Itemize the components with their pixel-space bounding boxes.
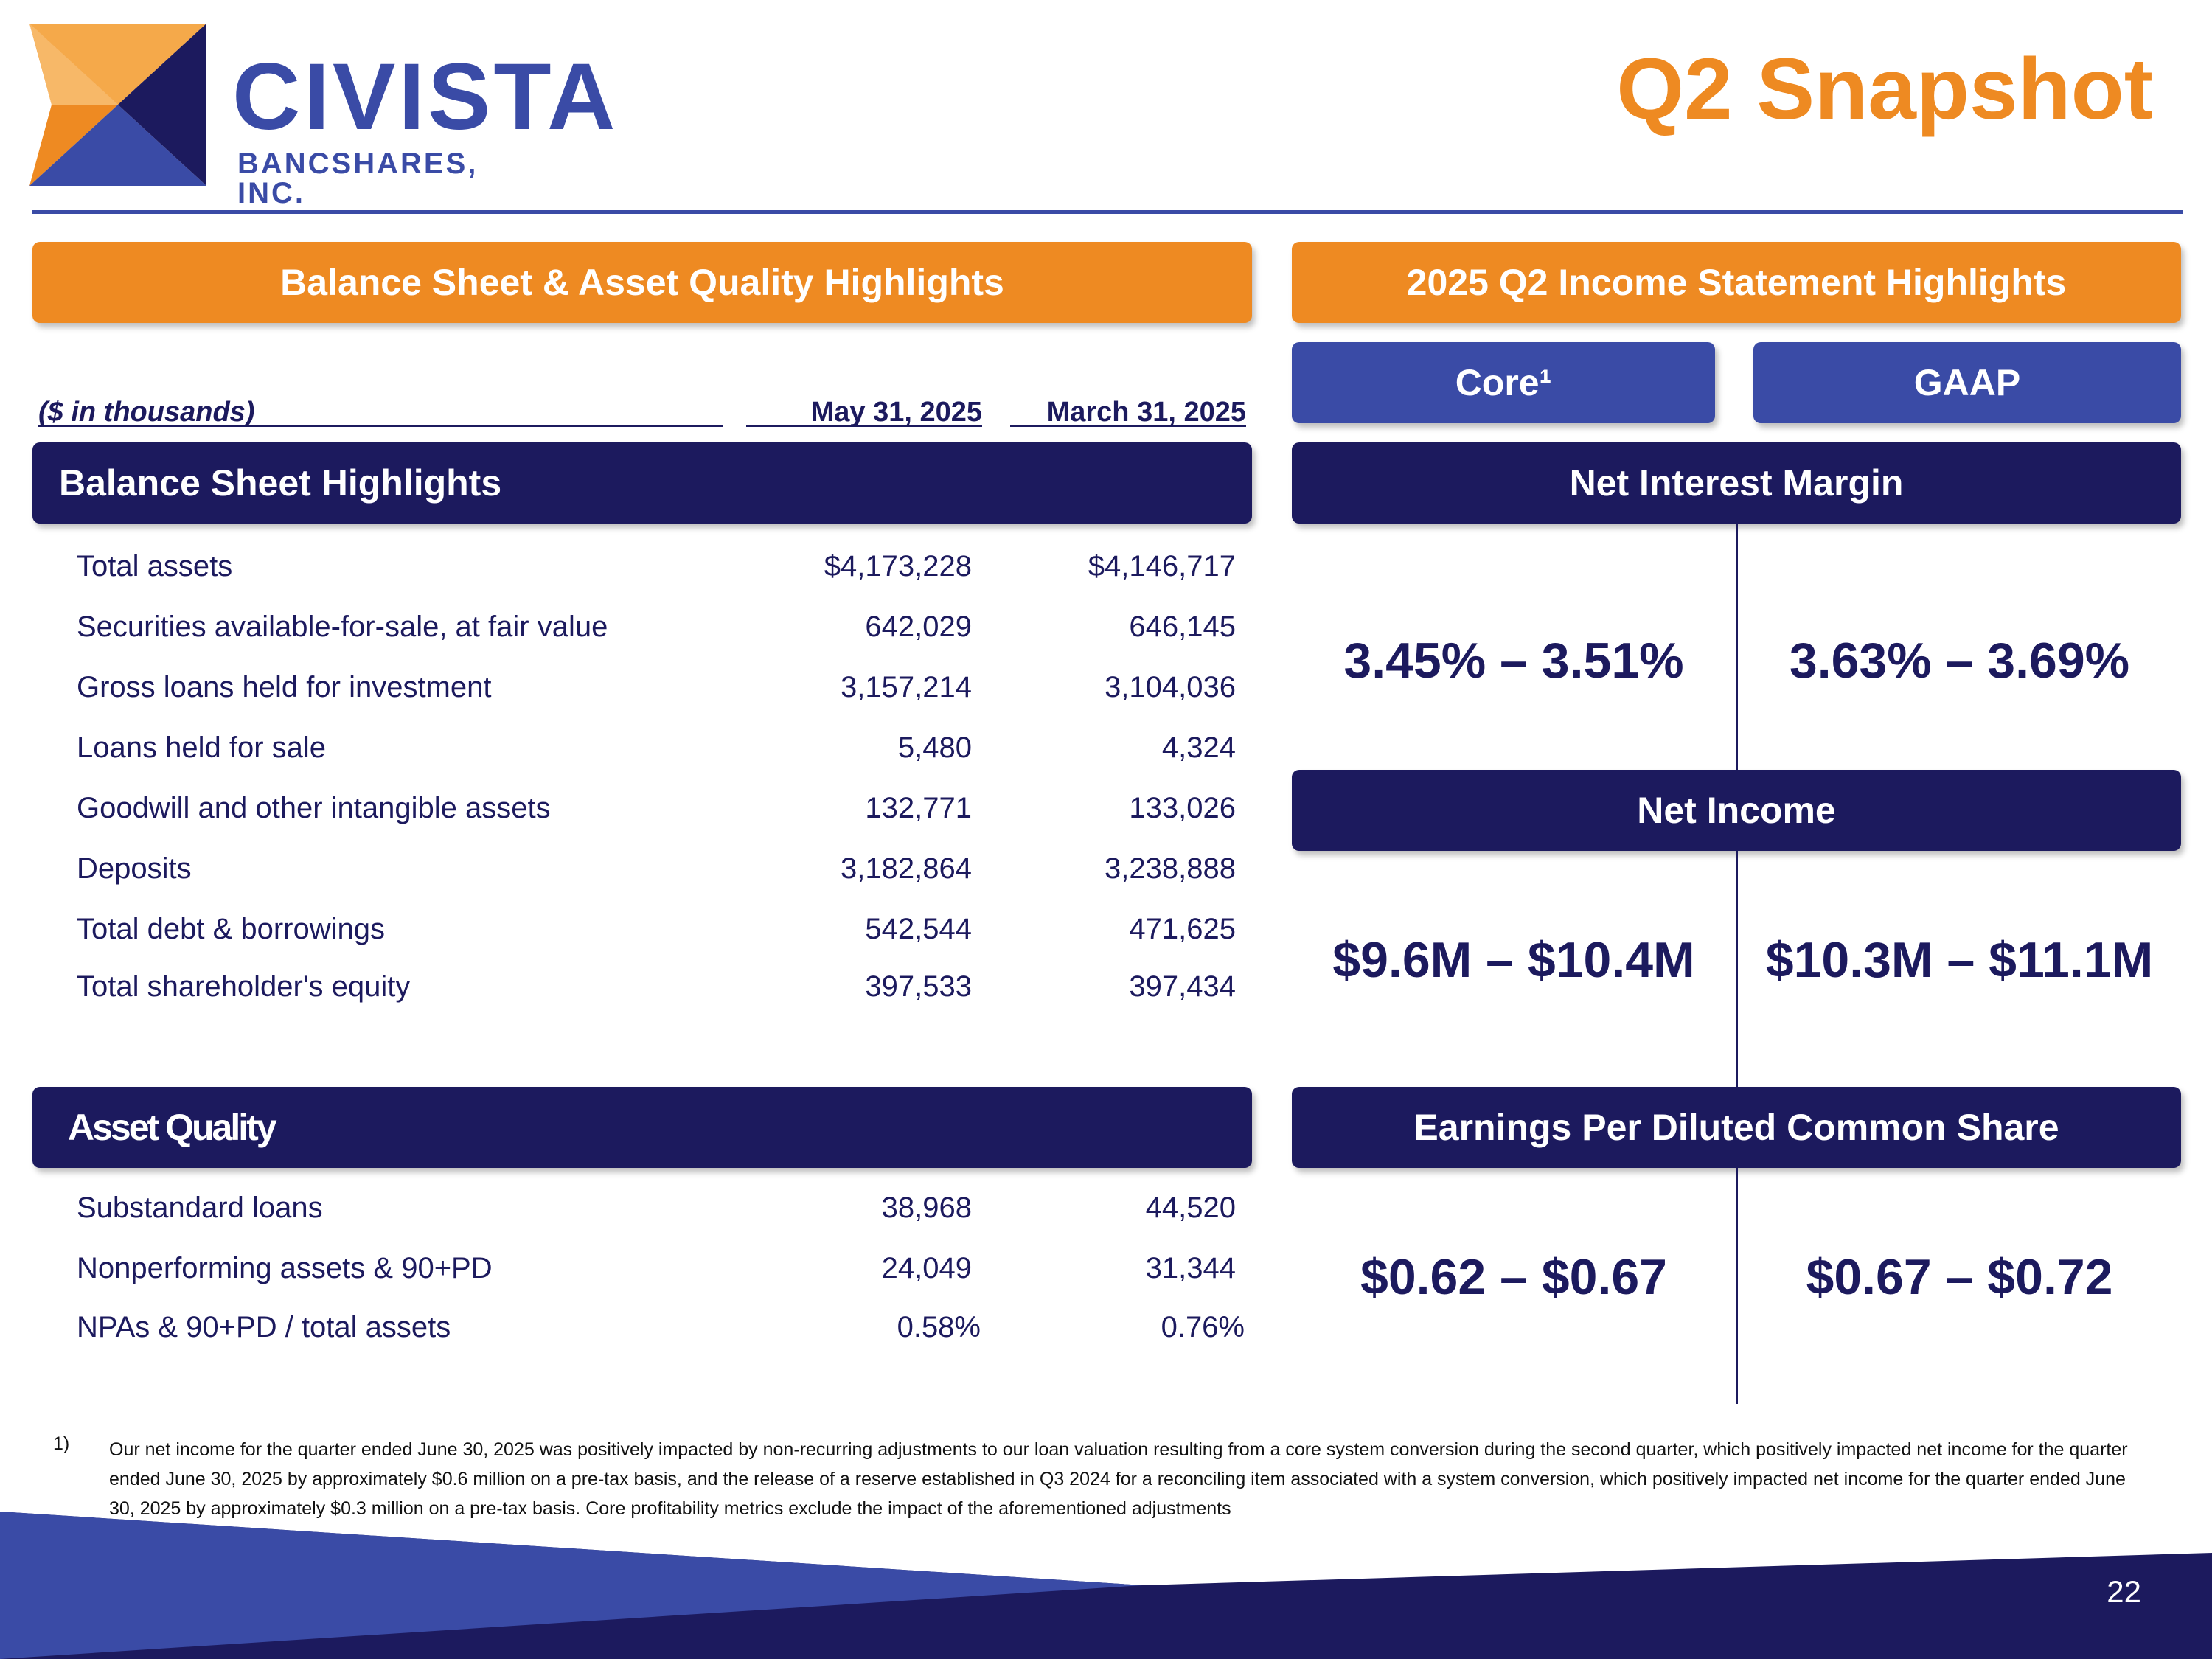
- table-row-label: NPAs & 90+PD / total assets: [77, 1311, 451, 1343]
- table-row-label: Goodwill and other intangible assets: [77, 792, 551, 824]
- table-row-label: Securities available-for-sale, at fair v…: [77, 611, 608, 643]
- footer-band: [0, 1512, 2212, 1659]
- eps-gaap-value: $0.67 – $0.72: [1806, 1249, 2113, 1305]
- table-row-label: Total shareholder's equity: [77, 970, 411, 1003]
- table-cell-march: $4,146,717: [1088, 550, 1236, 582]
- table-cell-may: 38,968: [881, 1192, 972, 1224]
- eps-banner: Earnings Per Diluted Common Share: [1292, 1087, 2181, 1168]
- table-cell-march: 44,520: [1145, 1192, 1236, 1224]
- ni-core-value: $9.6M – $10.4M: [1332, 932, 1695, 988]
- nim-gaap-value: 3.63% – 3.69%: [1789, 633, 2130, 689]
- core-column-header: Core¹: [1292, 342, 1715, 423]
- net-interest-margin-banner: Net Interest Margin: [1292, 442, 2181, 524]
- table-cell-march: 133,026: [1129, 792, 1236, 824]
- table-cell-may: $4,173,228: [824, 550, 972, 582]
- table-row-label: Nonperforming assets & 90+PD: [77, 1252, 493, 1284]
- footnote-number: 1): [53, 1433, 70, 1454]
- table-row-label: Substandard loans: [77, 1192, 323, 1224]
- table-cell-march: 31,344: [1145, 1252, 1236, 1284]
- table-cell-march: 3,238,888: [1105, 852, 1236, 885]
- header-divider: [32, 210, 2183, 214]
- page-number: 22: [2107, 1574, 2141, 1609]
- eps-core-value: $0.62 – $0.67: [1360, 1249, 1667, 1305]
- table-cell-may: 397,533: [865, 970, 972, 1003]
- table-row-label: Deposits: [77, 852, 192, 885]
- table-cell-march: 3,104,036: [1105, 671, 1236, 703]
- company-logo: CIVISTA BANCSHARES, INC.: [29, 24, 615, 208]
- income-statement-banner: 2025 Q2 Income Statement Highlights: [1292, 242, 2181, 323]
- nim-core-value: 3.45% – 3.51%: [1343, 633, 1684, 689]
- table-cell-march: 4,324: [1161, 731, 1236, 764]
- eps-divider: [1736, 1168, 1738, 1404]
- nim-divider: [1736, 524, 1738, 771]
- table-cell-march: 0.76%: [1161, 1311, 1245, 1343]
- page-title: Q2 Snapshot: [1616, 41, 2153, 138]
- balance-sheet-highlights-banner: Balance Sheet Highlights: [32, 442, 1252, 524]
- units-label: ($ in thousands): [38, 397, 255, 428]
- table-cell-march: 397,434: [1129, 970, 1236, 1003]
- table-row-label: Loans held for sale: [77, 731, 327, 764]
- table-row-label: Gross loans held for investment: [77, 671, 492, 703]
- ni-gaap-value: $10.3M – $11.1M: [1765, 932, 2154, 988]
- units-underline: [38, 425, 723, 427]
- asset-quality-banner: Asset Quality: [32, 1087, 1252, 1168]
- table-row-label: Total debt & borrowings: [77, 913, 386, 945]
- table-cell-march: 646,145: [1129, 611, 1236, 643]
- table-cell-may: 24,049: [881, 1252, 972, 1284]
- gaap-column-header: GAAP: [1753, 342, 2181, 423]
- table-cell-may: 3,182,864: [841, 852, 972, 885]
- column-header-may-2025: May 31, 2025: [810, 397, 982, 428]
- table-cell-may: 542,544: [865, 913, 972, 945]
- table-cell-may: 642,029: [865, 611, 972, 643]
- table-row-label: Total assets: [77, 550, 233, 582]
- footnote-text: Our net income for the quarter ended Jun…: [109, 1439, 2128, 1519]
- brand-name: CIVISTA: [232, 44, 619, 150]
- star-logo-icon: [29, 24, 206, 186]
- table-cell-march: 471,625: [1129, 913, 1236, 945]
- brand-subtitle: BANCSHARES, INC.: [237, 147, 479, 209]
- col1-underline: [746, 425, 982, 427]
- balance-asset-quality-banner: Balance Sheet & Asset Quality Highlights: [32, 242, 1252, 323]
- table-cell-may: 0.58%: [897, 1311, 981, 1343]
- net-income-banner: Net Income: [1292, 770, 2181, 851]
- column-header-march-2025: March 31, 2025: [1046, 397, 1246, 428]
- table-cell-may: 3,157,214: [841, 671, 972, 703]
- ni-divider: [1736, 851, 1738, 1088]
- table-cell-may: 5,480: [897, 731, 972, 764]
- col2-underline: [1010, 425, 1246, 427]
- table-cell-may: 132,771: [865, 792, 972, 824]
